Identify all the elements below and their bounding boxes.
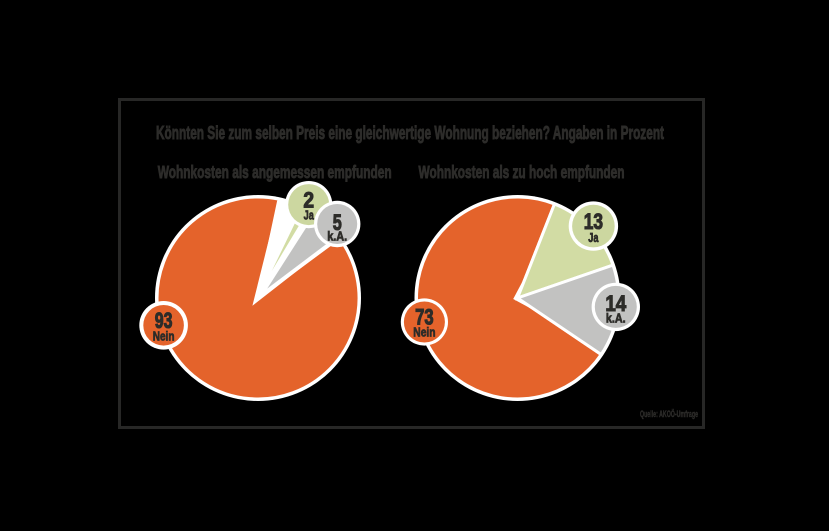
svg-text:14: 14 (605, 291, 627, 316)
svg-text:Nein: Nein (413, 325, 435, 339)
svg-text:Wohnkosten als angemessen empf: Wohnkosten als angemessen empfunden (158, 162, 392, 182)
svg-text:Nein: Nein (153, 329, 175, 343)
svg-text:13: 13 (584, 209, 603, 234)
svg-text:Ja: Ja (304, 208, 315, 222)
svg-text:93: 93 (155, 308, 173, 333)
svg-text:k.A.: k.A. (327, 230, 347, 244)
svg-text:Quelle: AKOÖ-Umfrage: Quelle: AKOÖ-Umfrage (640, 409, 698, 420)
svg-text:Könnten Sie zum selben Preis e: Könnten Sie zum selben Preis eine gleich… (156, 122, 664, 143)
svg-text:Wohnkosten als zu hoch empfund: Wohnkosten als zu hoch empfunden (419, 162, 625, 182)
svg-text:73: 73 (415, 305, 434, 330)
svg-text:k.A.: k.A. (606, 312, 626, 326)
svg-text:5: 5 (333, 210, 342, 235)
svg-text:Ja: Ja (588, 231, 599, 245)
svg-text:2: 2 (303, 188, 314, 213)
